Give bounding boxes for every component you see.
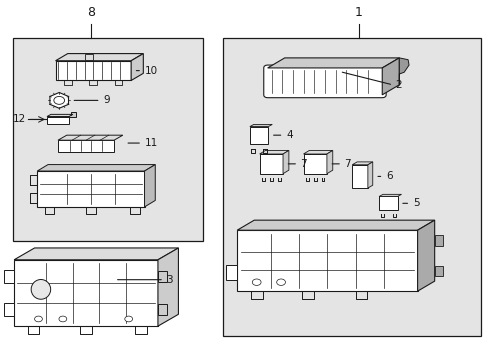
Polygon shape (13, 39, 203, 241)
Text: 10: 10 (144, 66, 157, 76)
Polygon shape (56, 54, 143, 61)
Text: 4: 4 (285, 130, 292, 140)
Polygon shape (303, 154, 326, 174)
Polygon shape (378, 194, 401, 197)
Polygon shape (283, 150, 288, 174)
Circle shape (124, 316, 132, 322)
Polygon shape (4, 303, 14, 316)
Polygon shape (14, 248, 178, 260)
Polygon shape (237, 220, 434, 230)
Polygon shape (378, 197, 397, 210)
Polygon shape (47, 117, 69, 124)
Polygon shape (382, 58, 399, 95)
Text: 3: 3 (166, 275, 173, 285)
Polygon shape (434, 266, 443, 276)
Polygon shape (259, 150, 288, 154)
Text: 7: 7 (300, 159, 306, 169)
Bar (84, 54, 93, 60)
Polygon shape (131, 54, 143, 81)
Polygon shape (69, 112, 76, 117)
Text: +: + (85, 55, 91, 61)
Polygon shape (37, 165, 155, 171)
Polygon shape (47, 114, 73, 117)
Polygon shape (58, 140, 114, 152)
FancyBboxPatch shape (263, 65, 386, 98)
Circle shape (276, 279, 285, 285)
Text: 7: 7 (344, 159, 350, 169)
Polygon shape (434, 235, 443, 246)
Polygon shape (14, 260, 158, 326)
Text: 9: 9 (103, 95, 109, 105)
Text: 12: 12 (13, 114, 26, 125)
Polygon shape (226, 265, 237, 279)
Polygon shape (351, 162, 372, 165)
Polygon shape (4, 270, 14, 283)
Polygon shape (249, 127, 268, 144)
Polygon shape (351, 165, 367, 188)
Circle shape (252, 279, 261, 285)
Polygon shape (326, 150, 332, 174)
Text: 2: 2 (395, 80, 402, 90)
Polygon shape (303, 150, 332, 154)
Polygon shape (267, 58, 399, 68)
Polygon shape (249, 125, 272, 127)
Polygon shape (158, 304, 166, 315)
Polygon shape (259, 154, 283, 174)
Circle shape (35, 316, 42, 322)
Polygon shape (237, 230, 417, 291)
Ellipse shape (31, 279, 51, 299)
Polygon shape (367, 162, 372, 188)
Polygon shape (222, 39, 480, 336)
Text: 11: 11 (144, 138, 158, 148)
Polygon shape (144, 165, 155, 207)
Polygon shape (37, 171, 144, 207)
Polygon shape (399, 58, 408, 85)
Circle shape (54, 96, 64, 104)
Polygon shape (56, 61, 131, 81)
Polygon shape (158, 271, 166, 282)
Polygon shape (417, 220, 434, 291)
Polygon shape (58, 135, 122, 140)
Text: 1: 1 (354, 6, 362, 19)
Text: 8: 8 (87, 6, 95, 19)
Polygon shape (158, 248, 178, 326)
Text: 6: 6 (385, 171, 392, 181)
Polygon shape (50, 93, 68, 108)
Circle shape (59, 316, 67, 322)
Text: 5: 5 (412, 198, 419, 208)
